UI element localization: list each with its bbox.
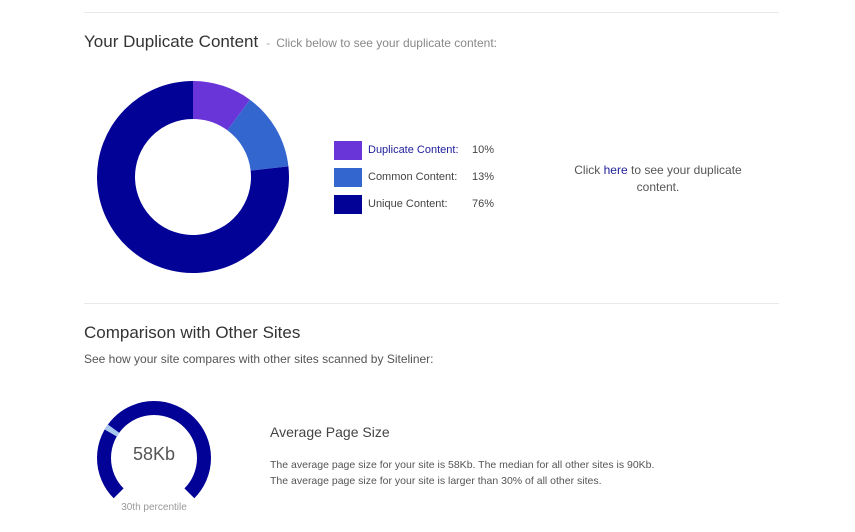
duplicate-section-title: Your Duplicate Content — [84, 32, 259, 51]
donut-slice-unique[interactable] — [97, 81, 289, 273]
average-page-size-line-1: The average page size for your site is 5… — [270, 459, 655, 471]
donut-svg — [97, 81, 289, 273]
donut-slice-common[interactable] — [227, 99, 289, 171]
legend-swatch-unique — [334, 195, 362, 214]
duplicate-section-header: Your Duplicate Content - Click below to se… — [84, 32, 497, 52]
page-size-gauge — [92, 396, 216, 500]
legend-swatch-duplicate — [334, 141, 362, 160]
average-page-size-title: Average Page Size — [270, 424, 390, 440]
title-separator: - — [266, 36, 271, 50]
top-divider — [84, 12, 779, 13]
cta-here-link[interactable]: here — [603, 163, 628, 177]
legend-value-unique: 76% — [472, 198, 495, 210]
legend-label-duplicate[interactable]: Duplicate Content: — [368, 144, 459, 156]
gauge-percentile-caption: 30th percentile — [121, 502, 187, 513]
legend-label-unique: Unique Content: — [368, 198, 448, 210]
legend-value-duplicate: 10% — [472, 144, 495, 156]
gauge-percentile-marker — [104, 424, 120, 437]
duplicate-content-cta: Click here to see your duplicate content… — [568, 162, 748, 196]
middle-divider — [84, 303, 779, 304]
cta-prefix: Click — [574, 163, 601, 177]
duplicate-section-subtitle: Click below to see your duplicate conten… — [276, 36, 498, 50]
cta-suffix: to see your duplicate content. — [630, 163, 742, 194]
donut-slice-duplicate[interactable] — [193, 81, 250, 131]
legend-swatch-common — [334, 168, 362, 187]
average-page-size-line-2: The average page size for your site is l… — [270, 475, 602, 487]
gauge-track — [97, 401, 211, 499]
legend-value-common: 13% — [472, 171, 495, 183]
gauge-value-label: 58Kb — [132, 444, 176, 464]
legend-label-common: Common Content: — [368, 171, 458, 183]
comparison-section-description: See how your site compares with other si… — [84, 352, 434, 366]
duplicate-content-donut-chart[interactable] — [95, 79, 291, 275]
gauge-svg — [97, 401, 211, 499]
comparison-section-title: Comparison with Other Sites — [84, 323, 301, 342]
